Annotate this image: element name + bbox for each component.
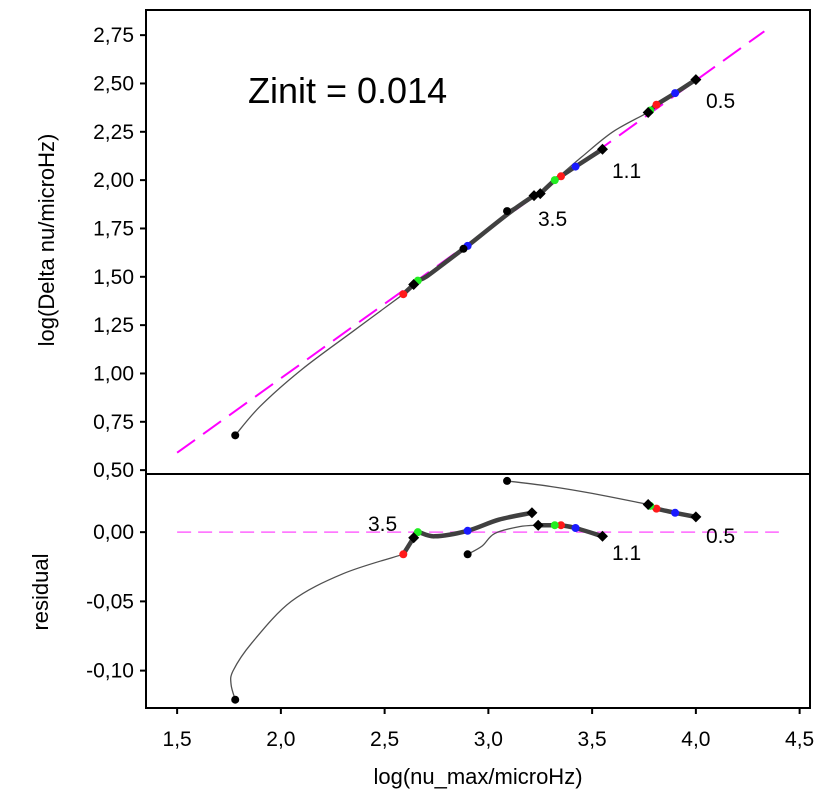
top-marker-point-11 (503, 207, 512, 216)
top-marker-point-17 (231, 431, 240, 440)
top-series-1.1 (538, 146, 605, 196)
top-marker-diamond-0 (690, 74, 702, 86)
bottom-marker-point-8 (557, 521, 565, 530)
top-marker-point-13 (459, 244, 468, 253)
bottom-marker-diamond-4 (642, 498, 654, 510)
bottom-marker-diamond-11 (526, 507, 538, 519)
bottom-label-1.1: 1.1 (612, 542, 641, 565)
top-marker-diamond-5 (597, 143, 608, 155)
x-axis-title: log(nu_max/microHz) (373, 764, 582, 789)
xtick-label-6: 4,5 (785, 728, 814, 751)
top-marker-point-1 (671, 89, 680, 98)
top-marker-point-16 (399, 290, 408, 299)
top-ytick-label-1: 0,75 (93, 411, 134, 434)
bottom-plot-frame (145, 473, 811, 709)
bottom-ytick-label-1: -0,05 (86, 590, 134, 613)
top-ytick-label-3: 1,25 (93, 314, 134, 337)
top-ytick-label-0: 0,50 (93, 459, 134, 482)
bottom-series-1.1-pre (466, 524, 539, 555)
xtick-label-4: 3,5 (578, 728, 607, 751)
top-y-ticks: 0,50 0,75 1,00 1,25 1,50 1,75 2,00 2,25 2,50 2,75 (93, 24, 146, 482)
top-ytick-label-7: 2,25 (93, 121, 134, 144)
top-marker-point-7 (557, 172, 565, 181)
bottom-marker-point-2 (652, 504, 661, 513)
bottom-marker-point-13 (463, 550, 472, 559)
bottom-marker-point-14 (413, 528, 422, 537)
top-ytick-label-5: 1,75 (93, 217, 134, 240)
bottom-track-lines-layer (230, 480, 699, 701)
xtick-label-5: 4,0 (681, 728, 710, 751)
bottom-label-0.5: 0.5 (706, 525, 735, 548)
bottom-marker-point-1 (671, 508, 680, 517)
top-marker-point-6 (571, 162, 580, 171)
top-label-0.5: 0.5 (706, 90, 735, 113)
bottom-ytick-label-2: -0,10 (86, 660, 134, 683)
bottom-y-axis-title: residual (28, 553, 53, 630)
bottom-marker-point-12 (463, 526, 472, 535)
xtick-label-0: 1,5 (163, 728, 192, 751)
bottom-marker-point-17 (231, 695, 240, 704)
bottom-series-0.5-pre (506, 480, 649, 506)
xtick-label-3: 3,0 (474, 728, 503, 751)
chart-title: Zinit = 0.014 (248, 70, 447, 111)
bottom-marker-point-7 (571, 524, 580, 532)
xtick-label-2: 2,5 (370, 728, 399, 751)
bottom-marker-diamond-6 (597, 530, 608, 542)
top-marker-point-8 (550, 176, 559, 185)
bottom-marker-point-5 (503, 476, 512, 485)
bottom-series-3.5-pre (230, 553, 404, 701)
top-marker-point-2 (652, 100, 661, 109)
xtick-label-1: 2,0 (266, 728, 295, 751)
bottom-marker-point-16 (399, 550, 408, 559)
top-label-3.5: 3.5 (538, 208, 567, 231)
top-ytick-label-9: 2,75 (93, 24, 134, 47)
bottom-markers-layer (231, 476, 702, 704)
bottom-marker-point-9 (550, 521, 559, 530)
bottom-marker-diamond-0 (690, 511, 702, 523)
bottom-label-3.5: 3.5 (368, 513, 397, 536)
top-ytick-label-4: 1,50 (93, 266, 134, 289)
top-track-lines-layer (234, 77, 699, 436)
top-label-1.1: 1.1 (612, 160, 641, 183)
top-ytick-label-2: 1,00 (93, 362, 134, 385)
bottom-y-ticks: 0,00 -0,05 -0,10 (86, 521, 146, 683)
top-marker-diamond-15 (408, 279, 420, 291)
bottom-marker-diamond-15 (408, 532, 420, 544)
top-markers-layer (231, 74, 702, 440)
bottom-series-1.1 (535, 522, 605, 539)
top-series-3.5-pre (234, 293, 404, 436)
top-marker-diamond-4 (642, 106, 654, 118)
bottom-ytick-label-0: 0,00 (93, 521, 134, 544)
x-axis-ticks: 1,5 2,0 2,5 3,0 3,5 4,0 4,5 (163, 708, 814, 751)
top-y-axis-title: log(Delta nu/microHz) (34, 134, 59, 347)
top-ytick-label-8: 2,50 (93, 72, 134, 95)
top-ytick-label-6: 2,00 (93, 169, 134, 192)
top-marker-diamond-10 (528, 190, 540, 202)
bottom-marker-diamond-10 (532, 519, 544, 531)
